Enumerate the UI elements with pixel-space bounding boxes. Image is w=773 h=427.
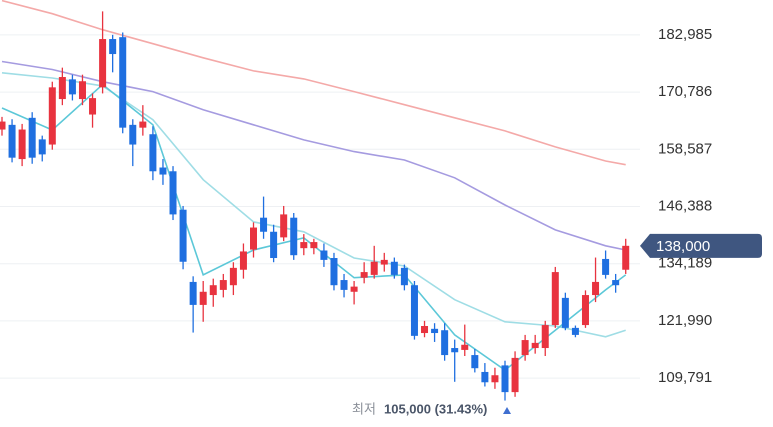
candle-body (431, 328, 439, 334)
candle-body (18, 129, 26, 160)
candle-body (310, 242, 318, 249)
grid (0, 34, 640, 379)
candle-body (209, 285, 217, 296)
y-tick-label: 121,990 (658, 312, 712, 329)
price-tag-shape (640, 233, 762, 258)
candle-body (109, 39, 117, 55)
candle-body (179, 209, 187, 262)
candle-body (551, 272, 559, 326)
candle-body (239, 251, 247, 270)
candle-body (260, 217, 268, 232)
candle-body (491, 375, 499, 383)
candle-body (89, 98, 97, 115)
candles (0, 11, 630, 401)
candle-body (330, 258, 338, 286)
candle-body (622, 245, 630, 270)
candle-body (481, 371, 489, 383)
candle-body (78, 81, 86, 100)
candle-body (149, 134, 157, 172)
candle-body (270, 231, 278, 259)
candle-body (602, 258, 610, 275)
candle-body (471, 355, 479, 369)
candle-body (199, 291, 207, 305)
candle-body (219, 280, 227, 290)
candle-body (410, 285, 418, 336)
candle-body (541, 325, 549, 349)
candle-body (159, 167, 167, 175)
candle-body (340, 280, 348, 290)
candle-body (229, 267, 237, 286)
y-tick-label: 158,587 (658, 140, 712, 157)
candle-body (400, 267, 408, 286)
candle-body (48, 87, 56, 145)
candle-body (521, 340, 529, 356)
candle-body (581, 295, 589, 326)
candle-body (290, 217, 298, 256)
candle-body (390, 261, 398, 275)
candle-body (451, 348, 459, 353)
candle-body (461, 344, 469, 350)
candle-body (8, 124, 16, 158)
candle-body (38, 139, 46, 155)
low-arrow (503, 407, 511, 414)
candle-body (139, 121, 147, 128)
candle-body (129, 124, 137, 145)
y-tick-label: 134,189 (658, 255, 712, 272)
candle-body (360, 272, 368, 278)
current-price-tag: 138,000 (640, 233, 762, 258)
candle-body (169, 171, 177, 215)
candle-body (370, 261, 378, 275)
candle-body (58, 77, 66, 100)
candle-body (300, 242, 308, 249)
candle-body (99, 39, 107, 88)
candle-body (561, 297, 569, 328)
moving-average-line (1, 0, 626, 166)
y-tick-label: 146,388 (658, 197, 712, 214)
candle-body (441, 330, 449, 356)
moving-averages (1, 0, 627, 372)
candle-body (280, 214, 288, 238)
moving-average-line (1, 60, 626, 251)
candle-body (571, 327, 579, 335)
candle-body (612, 280, 620, 286)
y-tick-label: 170,786 (658, 83, 712, 100)
y-tick-label: 182,985 (658, 26, 712, 43)
candle-body (189, 281, 197, 305)
candle-body (380, 259, 388, 265)
candle-body (592, 281, 600, 296)
candle-body (250, 227, 257, 250)
candle-body (0, 121, 6, 130)
candle-body (421, 326, 429, 334)
candle-body (501, 365, 509, 393)
moving-average-line (1, 83, 627, 372)
low-value: 105,000 (31.43%) (384, 401, 487, 416)
price-tag-label: 138,000 (656, 238, 710, 255)
candle-body (350, 286, 358, 292)
low-prefix: 최저 (352, 401, 376, 416)
candle-body (28, 117, 36, 158)
candle-body (511, 357, 519, 393)
y-tick-label: 109,791 (658, 369, 712, 386)
low-annotation: 최저 105,000 (31.43%) (352, 401, 511, 416)
candle-body (531, 342, 539, 349)
candle-body (320, 250, 328, 260)
y-axis: 109,791 121,990 134,189 146,388 158,587 170,7… (658, 26, 712, 386)
candle-body (68, 79, 76, 95)
candle-body (119, 37, 127, 128)
